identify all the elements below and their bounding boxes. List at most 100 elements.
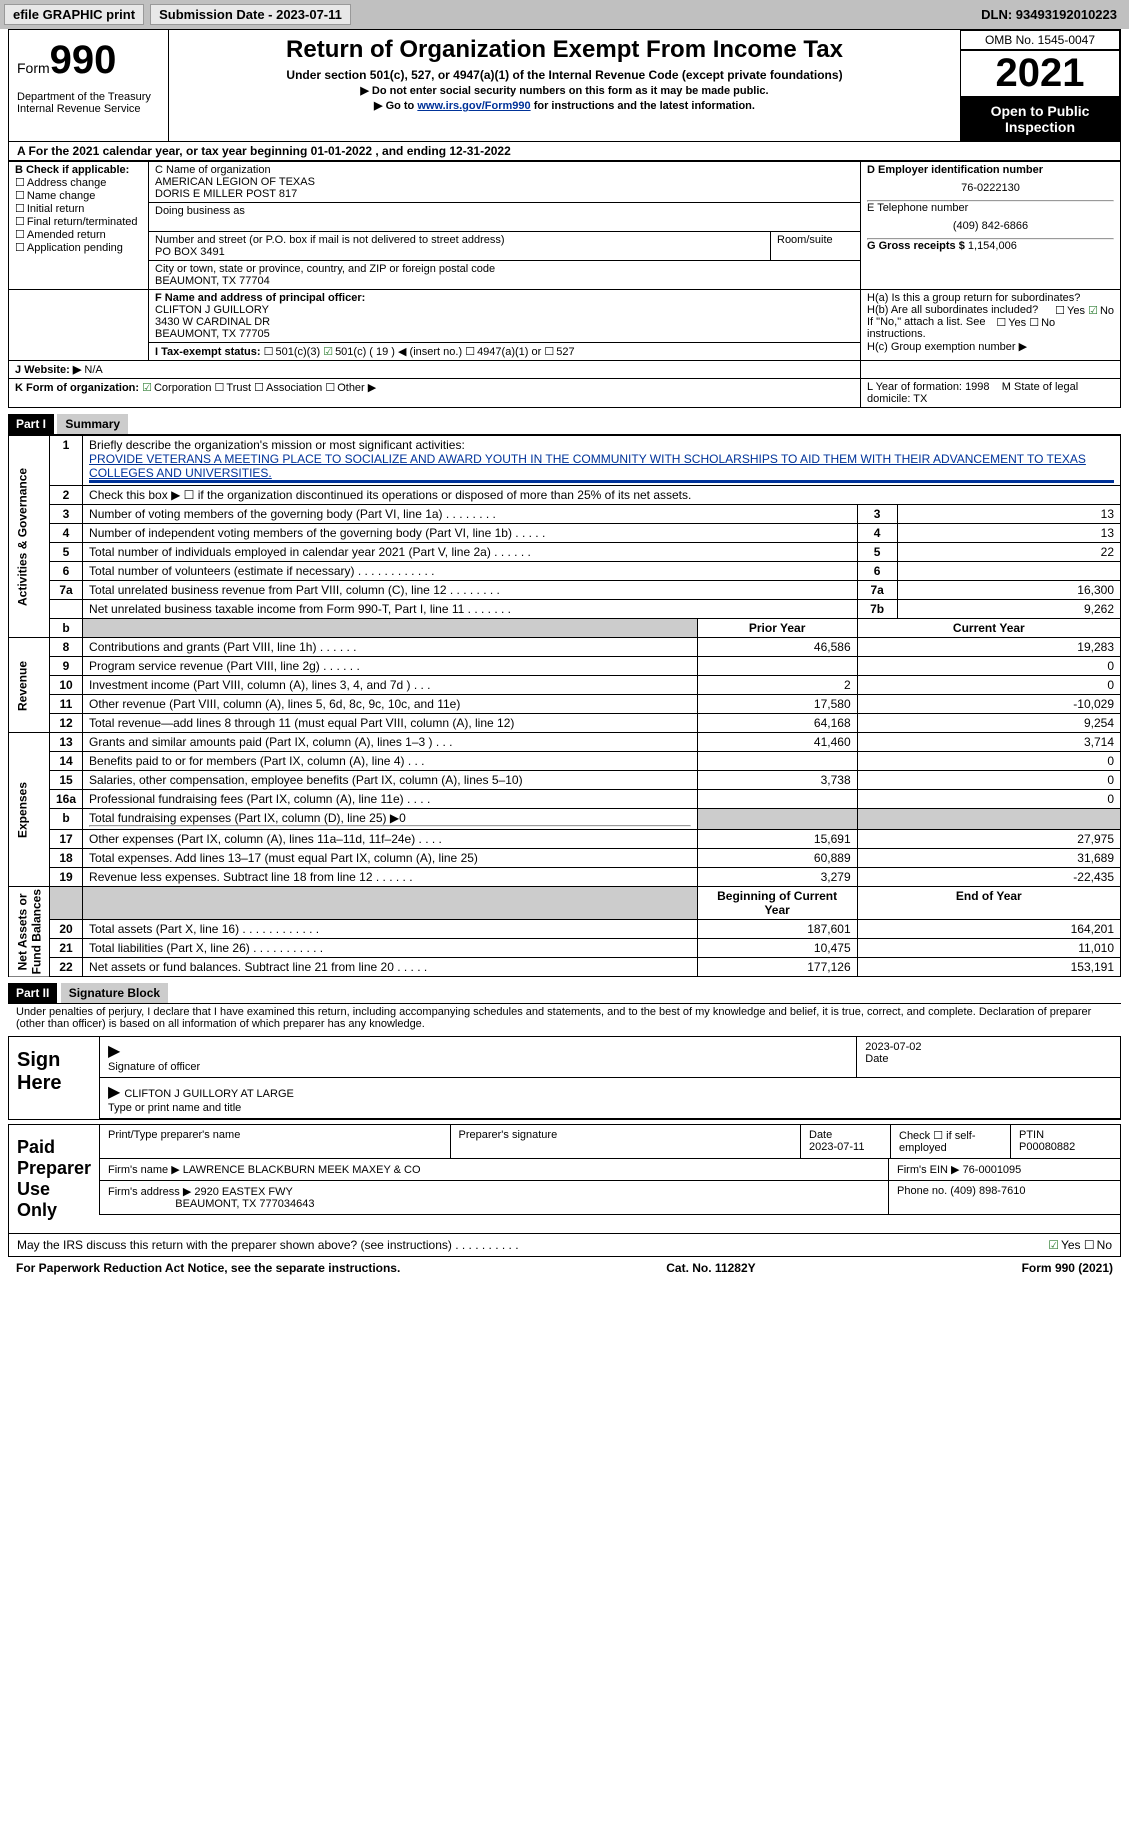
line1-label: Briefly describe the organization's miss… (89, 438, 465, 452)
v6 (897, 562, 1120, 581)
cb-app-pending[interactable] (15, 242, 27, 254)
hb-note: If "No," attach a list. See instructions… (867, 316, 985, 340)
cb-initial-return[interactable] (15, 203, 27, 215)
p14 (697, 752, 857, 771)
submission-button[interactable]: Submission Date - 2023-07-11 (150, 4, 351, 25)
line2: Check this box ▶ ☐ if the organization d… (83, 486, 1121, 505)
l7b: Net unrelated business taxable income fr… (83, 600, 858, 619)
city: BEAUMONT, TX 77704 (155, 275, 270, 287)
c16a: 0 (857, 790, 1120, 809)
hb-label: H(b) Are all subordinates included? (867, 304, 1038, 316)
phone: (409) 842-6866 (953, 220, 1028, 232)
l10: Investment income (Part VIII, column (A)… (83, 676, 698, 695)
hb-yes[interactable] (996, 317, 1008, 329)
l9: Program service revenue (Part VIII, line… (83, 657, 698, 676)
p8: 46,586 (697, 638, 857, 657)
firmaddr-label: Firm's address ▶ (108, 1186, 191, 1198)
l8: Contributions and grants (Part VIII, lin… (83, 638, 698, 657)
firmaddr1: 2920 EASTEX FWY (194, 1186, 292, 1198)
part2-header: Part II (8, 983, 57, 1003)
discuss-no[interactable] (1084, 1238, 1097, 1252)
firmein-label: Firm's EIN ▶ (897, 1164, 960, 1176)
c10: 0 (857, 676, 1120, 695)
l20: Total assets (Part X, line 16) . . . . .… (83, 920, 698, 939)
ha-yes[interactable] (1055, 305, 1067, 317)
section-b-label: B Check if applicable: (15, 164, 129, 176)
p19: 3,279 (697, 868, 857, 887)
gross-receipts: 1,154,006 (968, 240, 1017, 252)
cb-name-change[interactable] (15, 190, 27, 202)
cb-amended[interactable] (15, 229, 27, 241)
l4: Number of independent voting members of … (83, 524, 858, 543)
c13: 3,714 (857, 733, 1120, 752)
i-501c[interactable] (323, 346, 335, 358)
hc-label: H(c) Group exemption number ▶ (867, 341, 1027, 353)
i-label: I Tax-exempt status: (155, 346, 261, 358)
c9: 0 (857, 657, 1120, 676)
g-label: G Gross receipts $ (867, 240, 965, 252)
l22: Net assets or fund balances. Subtract li… (83, 958, 698, 977)
pdate-label: Date (809, 1129, 832, 1141)
c22: 153,191 (857, 958, 1120, 977)
website: N/A (84, 364, 102, 376)
l16a: Professional fundraising fees (Part IX, … (83, 790, 698, 809)
p10: 2 (697, 676, 857, 695)
pdate: 2023-07-11 (809, 1141, 864, 1153)
foot-right: Form 990 (2021) (1022, 1261, 1113, 1275)
c21: 11,010 (857, 939, 1120, 958)
mission: PROVIDE VETERANS A MEETING PLACE TO SOCI… (89, 452, 1086, 480)
i-4947[interactable] (465, 346, 477, 358)
footer: For Paperwork Reduction Act Notice, see … (8, 1257, 1121, 1279)
penalty-text: Under penalties of perjury, I declare th… (8, 1004, 1121, 1032)
info-block: B Check if applicable: Address change Na… (8, 161, 1121, 408)
firmaddr2: BEAUMONT, TX 777034643 (175, 1198, 314, 1210)
ptin-label: PTIN (1019, 1129, 1044, 1141)
phone-label: Phone no. (897, 1185, 947, 1197)
sign-here-block: Sign Here Signature of officer 2023-07-0… (8, 1036, 1121, 1120)
discuss-label: May the IRS discuss this return with the… (17, 1238, 519, 1252)
form-header: Form990 Department of the Treasury Inter… (8, 29, 1121, 142)
cb-final-return[interactable] (15, 216, 27, 228)
cb-address-change[interactable] (15, 177, 27, 189)
form-title: Return of Organization Exempt From Incom… (175, 36, 954, 64)
p22: 177,126 (697, 958, 857, 977)
ha-no[interactable] (1088, 305, 1100, 317)
l11: Other revenue (Part VIII, column (A), li… (83, 695, 698, 714)
i-501c3[interactable] (264, 346, 276, 358)
discuss-yes[interactable] (1048, 1238, 1061, 1252)
l7a: Total unrelated business revenue from Pa… (83, 581, 858, 600)
k-trust[interactable] (215, 382, 227, 394)
efile-button[interactable]: efile GRAPHIC print (4, 4, 144, 25)
col-current: Current Year (857, 619, 1120, 638)
foot-left: For Paperwork Reduction Act Notice, see … (16, 1261, 400, 1275)
col-boy: Beginning of Current Year (697, 887, 857, 920)
hb-no[interactable] (1029, 317, 1041, 329)
typed-name: CLIFTON J GUILLORY AT LARGE (124, 1088, 294, 1100)
sig-officer-label: Signature of officer (108, 1061, 200, 1073)
c17: 27,975 (857, 830, 1120, 849)
irs-link[interactable]: www.irs.gov/Form990 (417, 100, 530, 112)
firm-phone: (409) 898-7610 (950, 1185, 1025, 1197)
i-527[interactable] (544, 346, 556, 358)
k-assoc[interactable] (254, 382, 266, 394)
k-other[interactable] (325, 382, 337, 394)
dept-label: Department of the Treasury Internal Reve… (17, 91, 160, 115)
p21: 10,475 (697, 939, 857, 958)
org-name2: DORIS E MILLER POST 817 (155, 188, 297, 200)
p13: 41,460 (697, 733, 857, 752)
self-emp[interactable]: Check ☐ if self-employed (899, 1130, 976, 1154)
dba-label: Doing business as (155, 205, 245, 217)
date-label: Date (865, 1053, 888, 1065)
room-label: Room/suite (777, 234, 833, 246)
l13: Grants and similar amounts paid (Part IX… (83, 733, 698, 752)
firmein: 76-0001095 (963, 1164, 1022, 1176)
m-val: TX (913, 393, 927, 405)
k-corp[interactable] (142, 382, 154, 394)
l17: Other expenses (Part IX, column (A), lin… (83, 830, 698, 849)
l19: Revenue less expenses. Subtract line 18 … (83, 868, 698, 887)
l3: Number of voting members of the governin… (83, 505, 858, 524)
psig-label: Preparer's signature (459, 1129, 558, 1141)
discuss-row: May the IRS discuss this return with the… (8, 1234, 1121, 1257)
l6: Total number of volunteers (estimate if … (83, 562, 858, 581)
side-net: Net Assets or Fund Balances (15, 889, 43, 974)
